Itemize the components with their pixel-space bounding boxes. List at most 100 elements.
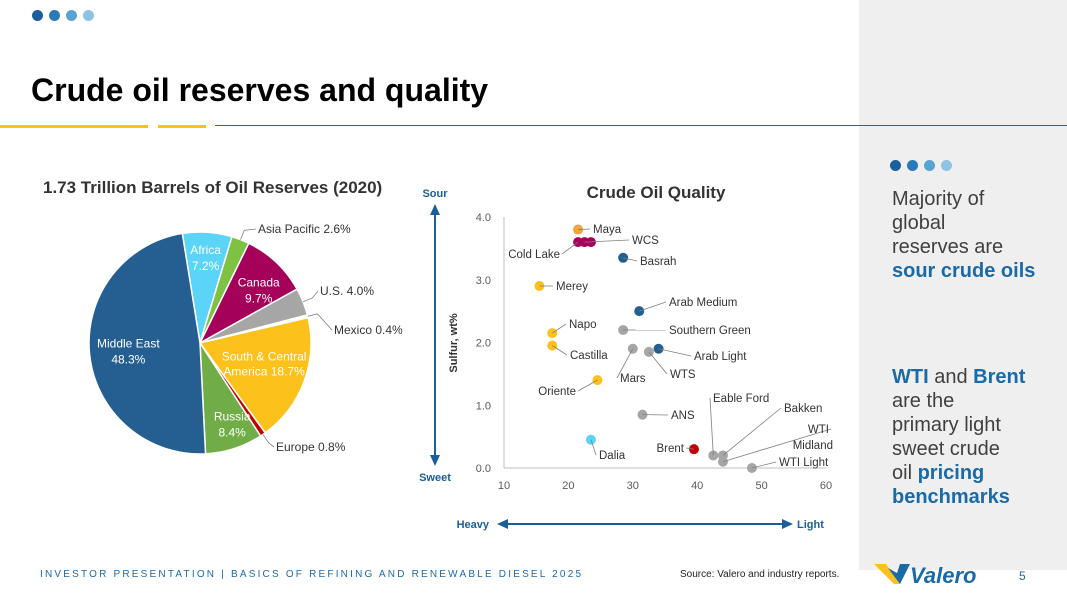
scatter-point-label: Mars (620, 373, 646, 385)
sidebar-highlight: Brent (973, 366, 1026, 388)
pie-chart: Africa 7.2% Canada 9.7% South & CentralAmeri… (88, 222, 403, 455)
data-point-wti (717, 456, 728, 467)
sidebar-line: primary light (892, 414, 1001, 436)
pie-slice-south-central-america (198, 316, 312, 434)
scatter-point-label: WTI (808, 424, 829, 436)
scatter-leader-line (685, 447, 695, 450)
scatter-point-label: Maya (593, 224, 622, 236)
scatter-point-label: Merey (556, 281, 588, 293)
title-rule-yellow-short (158, 125, 206, 128)
scatter-chart-title: Crude Oil Quality (587, 183, 726, 202)
y-tick-label: 1.0 (476, 400, 491, 412)
footer-source: Source: Valero and industry reports. (680, 569, 840, 580)
decor-dot (907, 160, 918, 171)
valero-logo: Valero (874, 563, 976, 588)
heavy-label: Heavy (457, 519, 490, 531)
scatter-point-label: Cold Lake (508, 249, 560, 261)
pie-label-value: 9.7% (245, 291, 273, 305)
sidebar-line: global (892, 212, 946, 234)
pie-leader-line (302, 290, 319, 303)
scatter-leader-line (751, 461, 777, 469)
scatter-point-label: WTI Light (779, 457, 829, 469)
scatter-point-label: Southern Green (669, 325, 751, 337)
scatter-leader-line (552, 345, 568, 356)
scatter-point-label: Arab Medium (669, 297, 737, 309)
page-title: Crude oil reserves and quality (31, 72, 489, 108)
sidebar-line: are the (892, 390, 955, 412)
data-point-merey (534, 281, 545, 292)
pie-label-name: Russia (214, 410, 251, 424)
logo-v-yellow (874, 564, 900, 584)
pie-leader-line (240, 228, 257, 240)
sidebar-highlight: sour crude oils (892, 260, 1036, 282)
scatter-leader-line (722, 428, 832, 463)
sour-label: Sour (422, 188, 448, 200)
sidebar-dots (890, 160, 952, 171)
pie-label-value: 7.2% (192, 259, 220, 273)
sidebar-text-benchmarks: WTI and Brent are the primary light swee… (892, 365, 1052, 509)
data-point-maya (573, 224, 584, 235)
pie-label-name: Canada (238, 275, 280, 289)
logo-wordmark: Valero (910, 563, 976, 588)
scatter-leader-line (623, 257, 638, 262)
pie-label-outside: Europe 0.8% (276, 440, 346, 454)
logo-v-blue (888, 564, 910, 584)
sidebar-line: sweet crude (892, 438, 1000, 460)
decor-dot (924, 160, 935, 171)
sidebar (859, 0, 1067, 570)
decor-dot (66, 10, 77, 21)
pie-slice-middle-east (88, 232, 207, 455)
pie-label-name: South & Central (222, 350, 307, 364)
pie-label-name: Africa (190, 243, 221, 257)
light-label: Light (797, 519, 824, 531)
scatter-leader-line (561, 241, 579, 255)
sidebar-line: Majority of (892, 188, 985, 210)
decor-dot (83, 10, 94, 21)
scatter-point-label: Brent (657, 443, 685, 455)
scatter-leader-line (709, 397, 714, 456)
scatter-leader-line (722, 407, 782, 456)
page-number: 5 (1019, 569, 1026, 583)
decor-dot (49, 10, 60, 21)
footer-presentation-label: INVESTOR PRESENTATION | BASICS OF REFINI… (40, 569, 584, 580)
data-point-arab-medium (634, 306, 645, 317)
scatter-point-label: Arab Light (694, 351, 747, 363)
sidebar-rule-blue (859, 125, 1067, 126)
x-tick-label: 10 (498, 480, 510, 492)
data-point-castilla (547, 340, 558, 351)
arrow-head-right (782, 519, 793, 529)
pie-label-outside: Asia Pacific 2.6% (258, 222, 351, 236)
pie-chart-title: 1.73 Trillion Barrels of Oil Reserves (2… (43, 178, 383, 197)
decor-dot (941, 160, 952, 171)
sidebar-word: oil (892, 462, 918, 484)
scatter-leader-line (639, 301, 667, 312)
scatter-point-label: Dalia (599, 450, 626, 462)
x-tick-label: 30 (627, 480, 639, 492)
sidebar-text-reserves: Majority of global reserves are sour cru… (892, 187, 1052, 283)
scatter-leader-line (584, 239, 630, 243)
pie-label-outside: Mexico 0.4% (334, 323, 403, 337)
pie-leader-line (307, 313, 333, 331)
scatter-leader-line (552, 323, 567, 334)
scatter-leader-line (658, 348, 692, 357)
scatter-chart: Crude Oil Quality 0.0 1.0 2.0 3.0 4.0 10 20 30 40… (419, 183, 833, 531)
pie-label-value: 8.4% (218, 426, 246, 440)
x-tick-label: 20 (562, 480, 574, 492)
pie-label-value: 48.3% (111, 353, 145, 367)
scatter-leader-line (590, 439, 597, 456)
x-tick-label: 50 (755, 480, 767, 492)
y-tick-label: 2.0 (476, 338, 491, 350)
sidebar-line: reserves are (892, 236, 1004, 258)
y-axis-title: Sulfur, wt% (448, 313, 460, 373)
scatter-point-label: Castilla (570, 350, 608, 362)
sidebar-word: and (928, 366, 974, 388)
title-rule-blue (215, 125, 1067, 126)
decor-dot (890, 160, 901, 171)
scatter-point-label: Basrah (640, 256, 676, 268)
pie-label-outside: U.S. 4.0% (320, 284, 374, 298)
data-point-napo (547, 328, 558, 339)
arrow-head-down (430, 455, 440, 466)
sidebar-highlight: pricing (917, 462, 985, 484)
title-rule-yellow (0, 125, 148, 128)
arrow-head-left (497, 519, 508, 529)
